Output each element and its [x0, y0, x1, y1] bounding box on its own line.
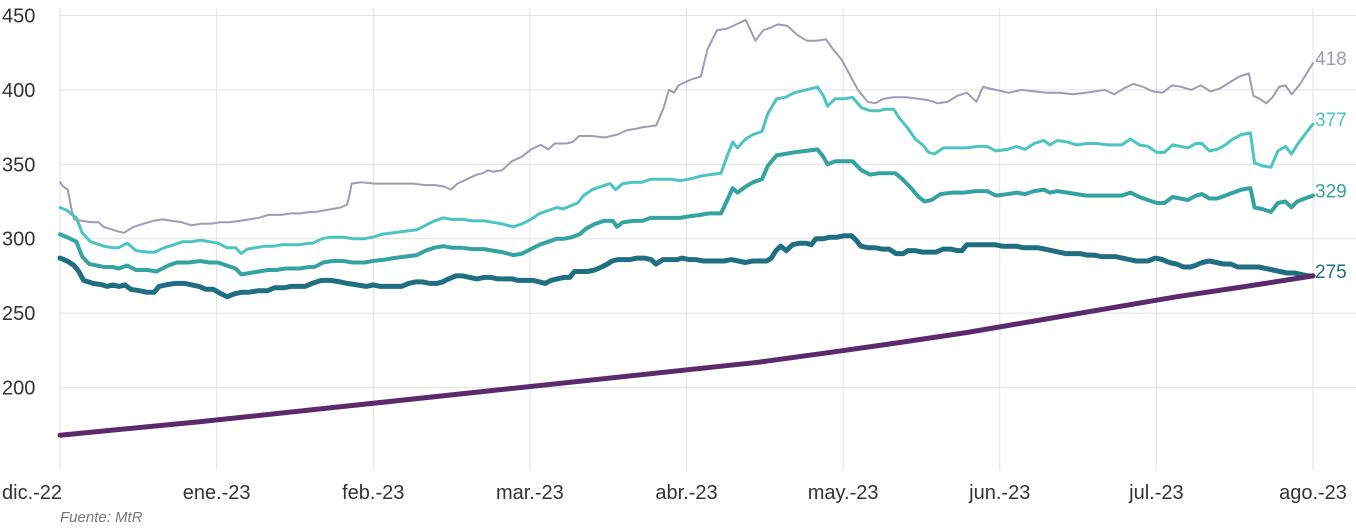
axis-tick-labels: dic.-22 ene.-23 feb.-23 mar.-23 abr.-23 may.-… — [2, 5, 1347, 504]
y-tick-label: 250 — [2, 303, 35, 325]
y-tick-label: 350 — [2, 154, 35, 176]
series-line-0 — [59, 18, 1314, 234]
end-value-label: 329 — [1315, 182, 1347, 203]
source-note: Fuente: MtR — [60, 509, 143, 526]
y-tick-label: 400 — [2, 80, 35, 102]
end-value-label: 275 — [1315, 262, 1347, 283]
end-value-label: 418 — [1315, 49, 1347, 70]
series-line-2 — [58, 147, 1315, 277]
y-tick-label: 300 — [2, 229, 35, 251]
x-tick-label: jun.-23 — [968, 482, 1030, 504]
x-tick-label: ene.-23 — [183, 482, 251, 504]
x-tick-label: dic.-22 — [2, 482, 62, 504]
series-lines — [57, 18, 1316, 438]
series-line-4 — [57, 273, 1316, 438]
end-value-labels: 418 377 329 275 — [1315, 49, 1347, 283]
series-line-3 — [57, 233, 1316, 300]
grid-lines — [59, 8, 1356, 470]
end-value-label: 377 — [1315, 110, 1347, 131]
y-tick-label: 450 — [2, 5, 35, 27]
series-line-1 — [58, 85, 1315, 256]
x-tick-label: jul.-23 — [1128, 482, 1183, 504]
x-tick-label: may.-23 — [808, 482, 879, 504]
x-tick-label: ago.-23 — [1279, 482, 1347, 504]
y-tick-label: 200 — [2, 378, 35, 400]
x-tick-label: feb.-23 — [342, 482, 404, 504]
x-tick-label: abr.-23 — [655, 482, 717, 504]
x-tick-label: mar.-23 — [496, 482, 564, 504]
